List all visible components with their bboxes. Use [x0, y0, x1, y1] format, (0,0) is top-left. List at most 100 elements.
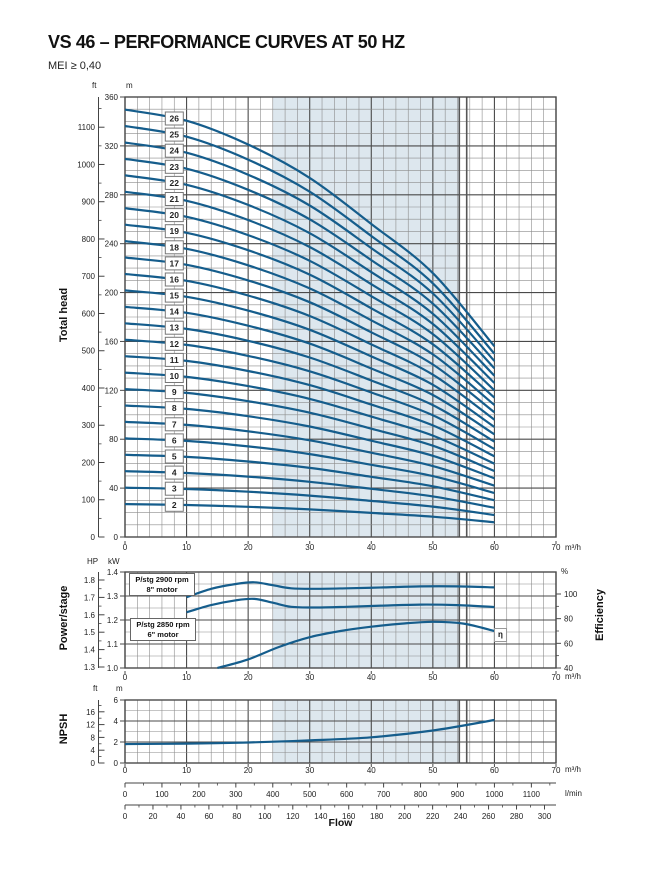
pct-tick-label: 40: [564, 664, 573, 673]
m-tick-label: 320: [105, 142, 119, 151]
stage-label-text: 5: [172, 452, 177, 462]
stage-label-text: 18: [170, 242, 180, 252]
stage-label-text: 9: [172, 387, 177, 397]
head-curve-stage-6: [124, 437, 495, 495]
npsh-m-tick-label: 6: [114, 696, 119, 705]
stage-label-text: 19: [170, 226, 180, 236]
stage-label-text: 22: [170, 178, 180, 188]
head-curve-stage-16: [124, 272, 496, 421]
lmin-tick-label: 600: [340, 790, 354, 799]
stage-label-text: 25: [170, 130, 180, 140]
head-curve-stage-7: [124, 420, 495, 487]
stage-label-box: [164, 320, 184, 335]
hp-tick-label: 1.6: [84, 611, 96, 620]
ft-tick-label: 400: [82, 384, 96, 393]
ft-tick-label: 700: [82, 272, 96, 281]
stage-label-text: 21: [170, 194, 180, 204]
stage-label-box: [164, 111, 184, 126]
stage-label-box: [164, 304, 184, 319]
stage-label-text: 15: [170, 291, 180, 301]
x-tick-label: 0: [123, 673, 128, 682]
x-tick-label: 70: [552, 766, 561, 775]
npsh-m-tick-label: 0: [114, 759, 119, 768]
npsh-ft-tick-label: 4: [91, 746, 96, 755]
stage-label-box: [164, 159, 184, 174]
x-tick-label: 20: [244, 766, 253, 775]
stage-label-text: 17: [170, 258, 180, 268]
unit-hp: HP: [87, 557, 99, 566]
head-curve-stage-20: [124, 207, 496, 392]
stage-label-box: [164, 336, 184, 351]
lmin-tick-label: 900: [451, 790, 465, 799]
kw-tick-label: 1.0: [107, 664, 119, 673]
stage-label-box: [164, 497, 184, 512]
unit-m-main: m: [126, 81, 133, 90]
ft-tick-label: 200: [82, 458, 96, 467]
hp-tick-label: 1.4: [84, 646, 96, 655]
head-curve-stage-26: [124, 108, 496, 348]
m-tick-label: 120: [105, 386, 119, 395]
gpm-tick-label: 280: [510, 812, 524, 821]
x-tick-label: 30: [305, 673, 314, 682]
head-curve-stage-10: [124, 371, 495, 465]
kw-tick-label: 1.1: [107, 640, 119, 649]
x-tick-label: 10: [182, 543, 191, 552]
hp-tick-label: 1.5: [84, 628, 96, 637]
ft-tick-label: 1000: [77, 160, 95, 169]
unit-lmin: l/min: [565, 789, 582, 798]
lmin-tick-label: 800: [414, 790, 428, 799]
ft-tick-label: 500: [82, 347, 96, 356]
head-curve-stage-23: [124, 157, 496, 370]
stage-label-box: [164, 192, 184, 206]
gpm-tick-label: 140: [314, 812, 328, 821]
unit-m3h-npsh: m³/h: [565, 765, 581, 774]
page-title: VS 46 – PERFORMANCE CURVES AT 50 HZ: [48, 32, 405, 52]
stage-label-box: [164, 208, 184, 223]
stage-label-box: [164, 481, 184, 496]
stage-label-box: [164, 352, 184, 367]
npsh-curve: [124, 718, 495, 746]
x-tick-label: 60: [490, 673, 499, 682]
gpm-tick-label: 220: [426, 812, 440, 821]
head-curve-stage-22: [124, 174, 496, 377]
x-tick-label: 40: [367, 766, 376, 775]
head-curve-stage-11: [124, 355, 495, 458]
x-tick-label: 0: [123, 766, 128, 775]
stage-label-text: 26: [170, 113, 180, 123]
ft-tick-label: 900: [82, 198, 96, 207]
x-tick-label: 10: [182, 766, 191, 775]
power-efficiency-chart: 1.0 1.1 1.2 1.3 1.4 1.3 1.4 1.5 1.6 1.7 1.8 40 60 80 1…: [84, 568, 578, 682]
stage-label-text: 16: [170, 274, 180, 284]
stage-label-text: 7: [172, 419, 177, 429]
stage-label-box: [164, 433, 184, 448]
unit-percent: %: [561, 567, 569, 576]
head-curve-stage-25: [124, 124, 496, 355]
stage-label-box: [164, 224, 184, 239]
npsh-ft-tick-label: 16: [86, 708, 95, 717]
flow-axis-title: Flow: [328, 817, 353, 829]
head-curve-stage-15: [124, 289, 496, 428]
head-curve-stage-14: [124, 305, 495, 436]
npsh-ft-tick-label: 12: [86, 721, 95, 730]
x-tick-label: 0: [123, 543, 128, 552]
lmin-axis: 0 100 200 300 400 500 600 700 800 900 1000 1100: [123, 782, 556, 799]
head-curve-stage-21: [124, 190, 496, 384]
plot-border: [124, 96, 557, 538]
stage-label-box: [164, 143, 184, 158]
gpm-tick-label: 300: [538, 812, 552, 821]
kw-tick-label: 1.3: [107, 592, 119, 601]
m-tick-label: 200: [105, 289, 119, 298]
x-tick-label: 50: [428, 673, 437, 682]
stage-label-text: 13: [170, 323, 180, 333]
x-tick-label: 50: [428, 543, 437, 552]
head-curve-stage-13: [124, 322, 495, 443]
head-curve-stage-2: [124, 503, 495, 524]
lmin-tick-label: 100: [155, 790, 169, 799]
unit-m3h-power: m³/h: [565, 672, 581, 681]
gpm-tick-label: 40: [176, 812, 185, 821]
m-tick-label: 80: [109, 435, 118, 444]
stage-label-box: [164, 401, 184, 416]
kw-tick-label: 1.2: [107, 616, 119, 625]
